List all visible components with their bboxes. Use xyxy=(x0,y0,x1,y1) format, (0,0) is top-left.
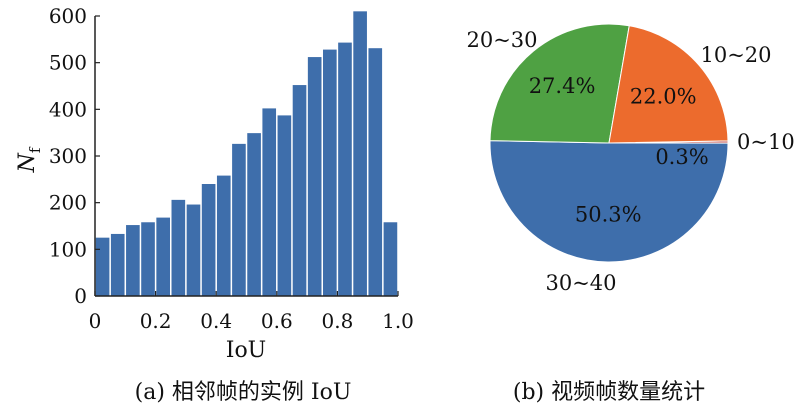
histogram-bar-17 xyxy=(353,11,367,296)
x-tick-label: 0.6 xyxy=(261,309,293,333)
histogram-bar-0 xyxy=(95,237,110,296)
svg-text:Nf: Nf xyxy=(15,146,44,173)
x-tick-label: 0.8 xyxy=(321,309,353,333)
histogram-bar-18 xyxy=(368,48,383,297)
pie-slices xyxy=(489,23,729,263)
y-axis-label-subscript: f xyxy=(26,146,44,153)
histogram-bar-9 xyxy=(232,143,246,296)
histogram-bar-15 xyxy=(323,49,337,296)
pie-category-label: 10~20 xyxy=(700,43,771,67)
y-tick-label: 600 xyxy=(49,4,87,28)
histogram-bar-5 xyxy=(171,199,186,296)
y-tick-label: 400 xyxy=(49,97,87,121)
x-tick-label: 0.2 xyxy=(140,309,172,333)
histogram-bar-14 xyxy=(307,57,322,296)
y-tick-label: 100 xyxy=(49,237,87,261)
histogram-bar-7 xyxy=(201,184,216,296)
histogram-bar-3 xyxy=(141,222,155,296)
histogram-bar-1 xyxy=(110,233,125,296)
pie-percent-label: 22.0% xyxy=(630,85,697,109)
histogram-bar-8 xyxy=(216,175,231,296)
y-tick-label: 300 xyxy=(49,144,87,168)
pie-category-label: 0~10 xyxy=(737,130,795,154)
pie-category-label: 20~30 xyxy=(466,28,537,52)
histogram-bar-16 xyxy=(338,42,352,296)
histogram-bar-2 xyxy=(126,225,140,296)
x-axis-label: IoU xyxy=(226,338,266,363)
y-axis-label: Nf xyxy=(15,146,44,173)
histogram-bar-19 xyxy=(383,222,398,296)
x-tick-label: 0 xyxy=(89,309,102,333)
pie-slice-30~40 xyxy=(489,140,729,263)
pie-labels: 0.3% 0~10 50.3% 30~40 27.4% 20~30 22.0%10~20 xyxy=(466,28,794,295)
x-tick-label: 1.0 xyxy=(382,309,414,333)
pie-category-label: 30~40 xyxy=(545,271,616,295)
histogram-bar-10 xyxy=(247,133,261,296)
y-tick-label: 200 xyxy=(49,191,87,215)
x-ticks: 0 0.2 0.4 0.6 0.8 1.0 xyxy=(89,291,414,333)
histogram-caption: (a) 相邻帧的实例 IoU xyxy=(135,380,352,405)
pie-percent-label: 27.4% xyxy=(529,74,596,98)
y-ticks: 0 100 200 300 400 500 600 xyxy=(49,4,100,308)
y-tick-label: 0 xyxy=(74,284,87,308)
pie-percent-label: 50.3% xyxy=(575,202,642,226)
pie-caption: (b) 视频帧数量统计 xyxy=(513,380,705,405)
histogram-bar-12 xyxy=(277,115,292,297)
iou-histogram: 0 100 200 300 400 500 600 0 0.2 0.4 0.6 0.8 1.0 IoU… xyxy=(15,4,414,405)
y-tick-label: 500 xyxy=(49,51,87,75)
pie-slice-10~20 xyxy=(608,25,729,144)
pie-percent-label: 0.3% xyxy=(655,145,708,169)
histogram-bar-11 xyxy=(262,108,277,297)
frame-count-pie: 0.3% 0~10 50.3% 30~40 27.4% 20~30 22.0%10~20 (… xyxy=(466,23,795,405)
histogram-bar-6 xyxy=(186,204,201,296)
histogram-bar-4 xyxy=(156,217,170,296)
y-axis-label-main: N xyxy=(15,152,40,173)
x-tick-label: 0.4 xyxy=(200,309,232,333)
histogram-bars xyxy=(95,11,398,297)
histogram-bar-13 xyxy=(292,85,307,296)
pie-slice-20~30 xyxy=(489,23,630,144)
